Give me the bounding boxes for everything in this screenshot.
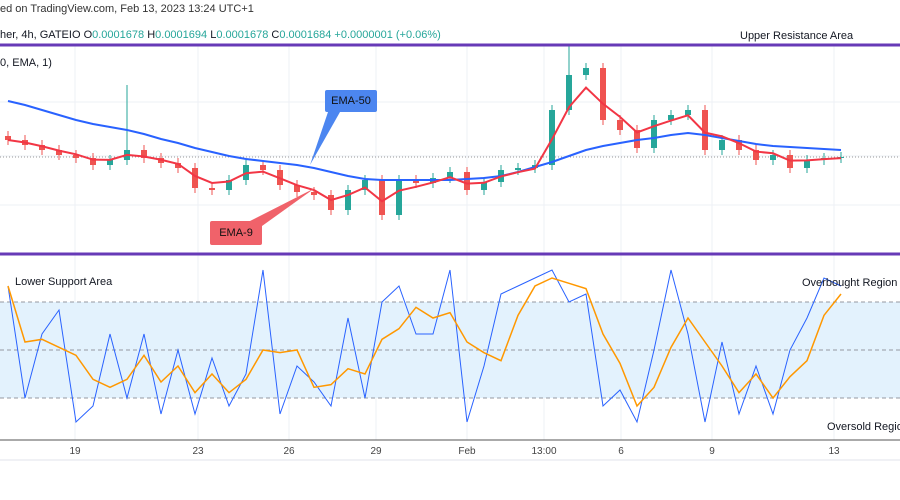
lower-support-label: Lower Support Area	[15, 276, 113, 288]
candle-body	[753, 150, 759, 160]
ema50-line	[7, 100, 842, 181]
candle-body	[379, 180, 385, 215]
stochastic-d-line	[7, 277, 842, 408]
candle-body	[294, 185, 300, 192]
candle-body	[345, 190, 351, 210]
candle-body	[311, 192, 317, 195]
candle-body	[396, 180, 402, 215]
candle-body	[600, 68, 606, 120]
ema9-line	[7, 86, 842, 203]
candle-body	[5, 136, 11, 140]
ohlc-legend: her, 4h, GATEIO O0.0001678 H0.0001694 L0…	[0, 29, 441, 41]
candle-body	[566, 75, 572, 110]
candle-body	[73, 155, 79, 158]
x-tick-label: 6	[618, 446, 624, 457]
candle-body	[260, 165, 266, 170]
candle-body	[107, 160, 113, 165]
candle-body	[736, 140, 742, 150]
candle-body	[770, 155, 776, 160]
published-info: ed on TradingView.com, Feb 13, 2023 13:2…	[0, 3, 254, 15]
x-tick-label: 29	[370, 446, 382, 457]
x-tick-label: 23	[192, 446, 204, 457]
overbought-label: Overbought Region	[802, 277, 898, 289]
candle-body	[192, 168, 198, 188]
candle-body	[175, 163, 181, 168]
x-tick-label: 9	[709, 446, 715, 457]
candle-body	[226, 180, 232, 190]
ema50-callout-pointer	[310, 112, 340, 165]
symbol-info: her, 4h, GATEIO	[0, 29, 81, 41]
candle-body	[39, 145, 45, 150]
ema50-callout: EMA-50	[325, 90, 377, 112]
change-value: +0.0000001 (+0.06%)	[334, 29, 441, 41]
candle-body	[702, 110, 708, 150]
x-tick-label: 19	[69, 446, 81, 457]
candle-body	[464, 172, 470, 190]
indicator-legend: 0, EMA, 1)	[0, 57, 52, 69]
x-tick-label: 26	[283, 446, 295, 457]
candle-body	[141, 150, 147, 158]
x-tick-label: Feb	[458, 446, 476, 457]
candle-body	[56, 150, 62, 155]
stochastic-k-line	[7, 269, 842, 424]
candle-body	[362, 180, 368, 190]
x-tick-label: 13	[828, 446, 840, 457]
open-value: 0.0001678	[92, 29, 145, 41]
candle-body	[209, 188, 215, 190]
candle-body	[481, 182, 487, 190]
candle-body	[413, 180, 419, 183]
candle-body	[617, 120, 623, 130]
candle-body	[447, 172, 453, 178]
high-value: 0.0001694	[155, 29, 208, 41]
candle-body	[583, 68, 589, 75]
candle-body	[719, 140, 725, 150]
candle-body	[90, 158, 96, 165]
close-value: 0.0001684	[279, 29, 332, 41]
candle-body	[685, 110, 691, 115]
candle-body	[515, 168, 521, 170]
oversold-label: Oversold Regio	[827, 421, 900, 433]
candle-body	[328, 195, 334, 210]
upper-resistance-label: Upper Resistance Area	[740, 30, 854, 42]
candle-body	[651, 120, 657, 148]
low-value: 0.0001678	[216, 29, 269, 41]
candle-body	[668, 115, 674, 120]
ema9-callout-pointer	[250, 188, 315, 226]
candle-body	[804, 160, 810, 168]
candle-body	[838, 157, 844, 158]
ema9-callout: EMA-9	[210, 221, 262, 245]
x-tick-label: 13:00	[531, 446, 557, 457]
